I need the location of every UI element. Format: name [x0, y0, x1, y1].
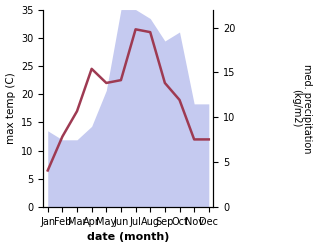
X-axis label: date (month): date (month)	[87, 232, 169, 243]
Y-axis label: max temp (C): max temp (C)	[5, 72, 16, 144]
Y-axis label: med. precipitation
(kg/m2): med. precipitation (kg/m2)	[291, 63, 313, 153]
